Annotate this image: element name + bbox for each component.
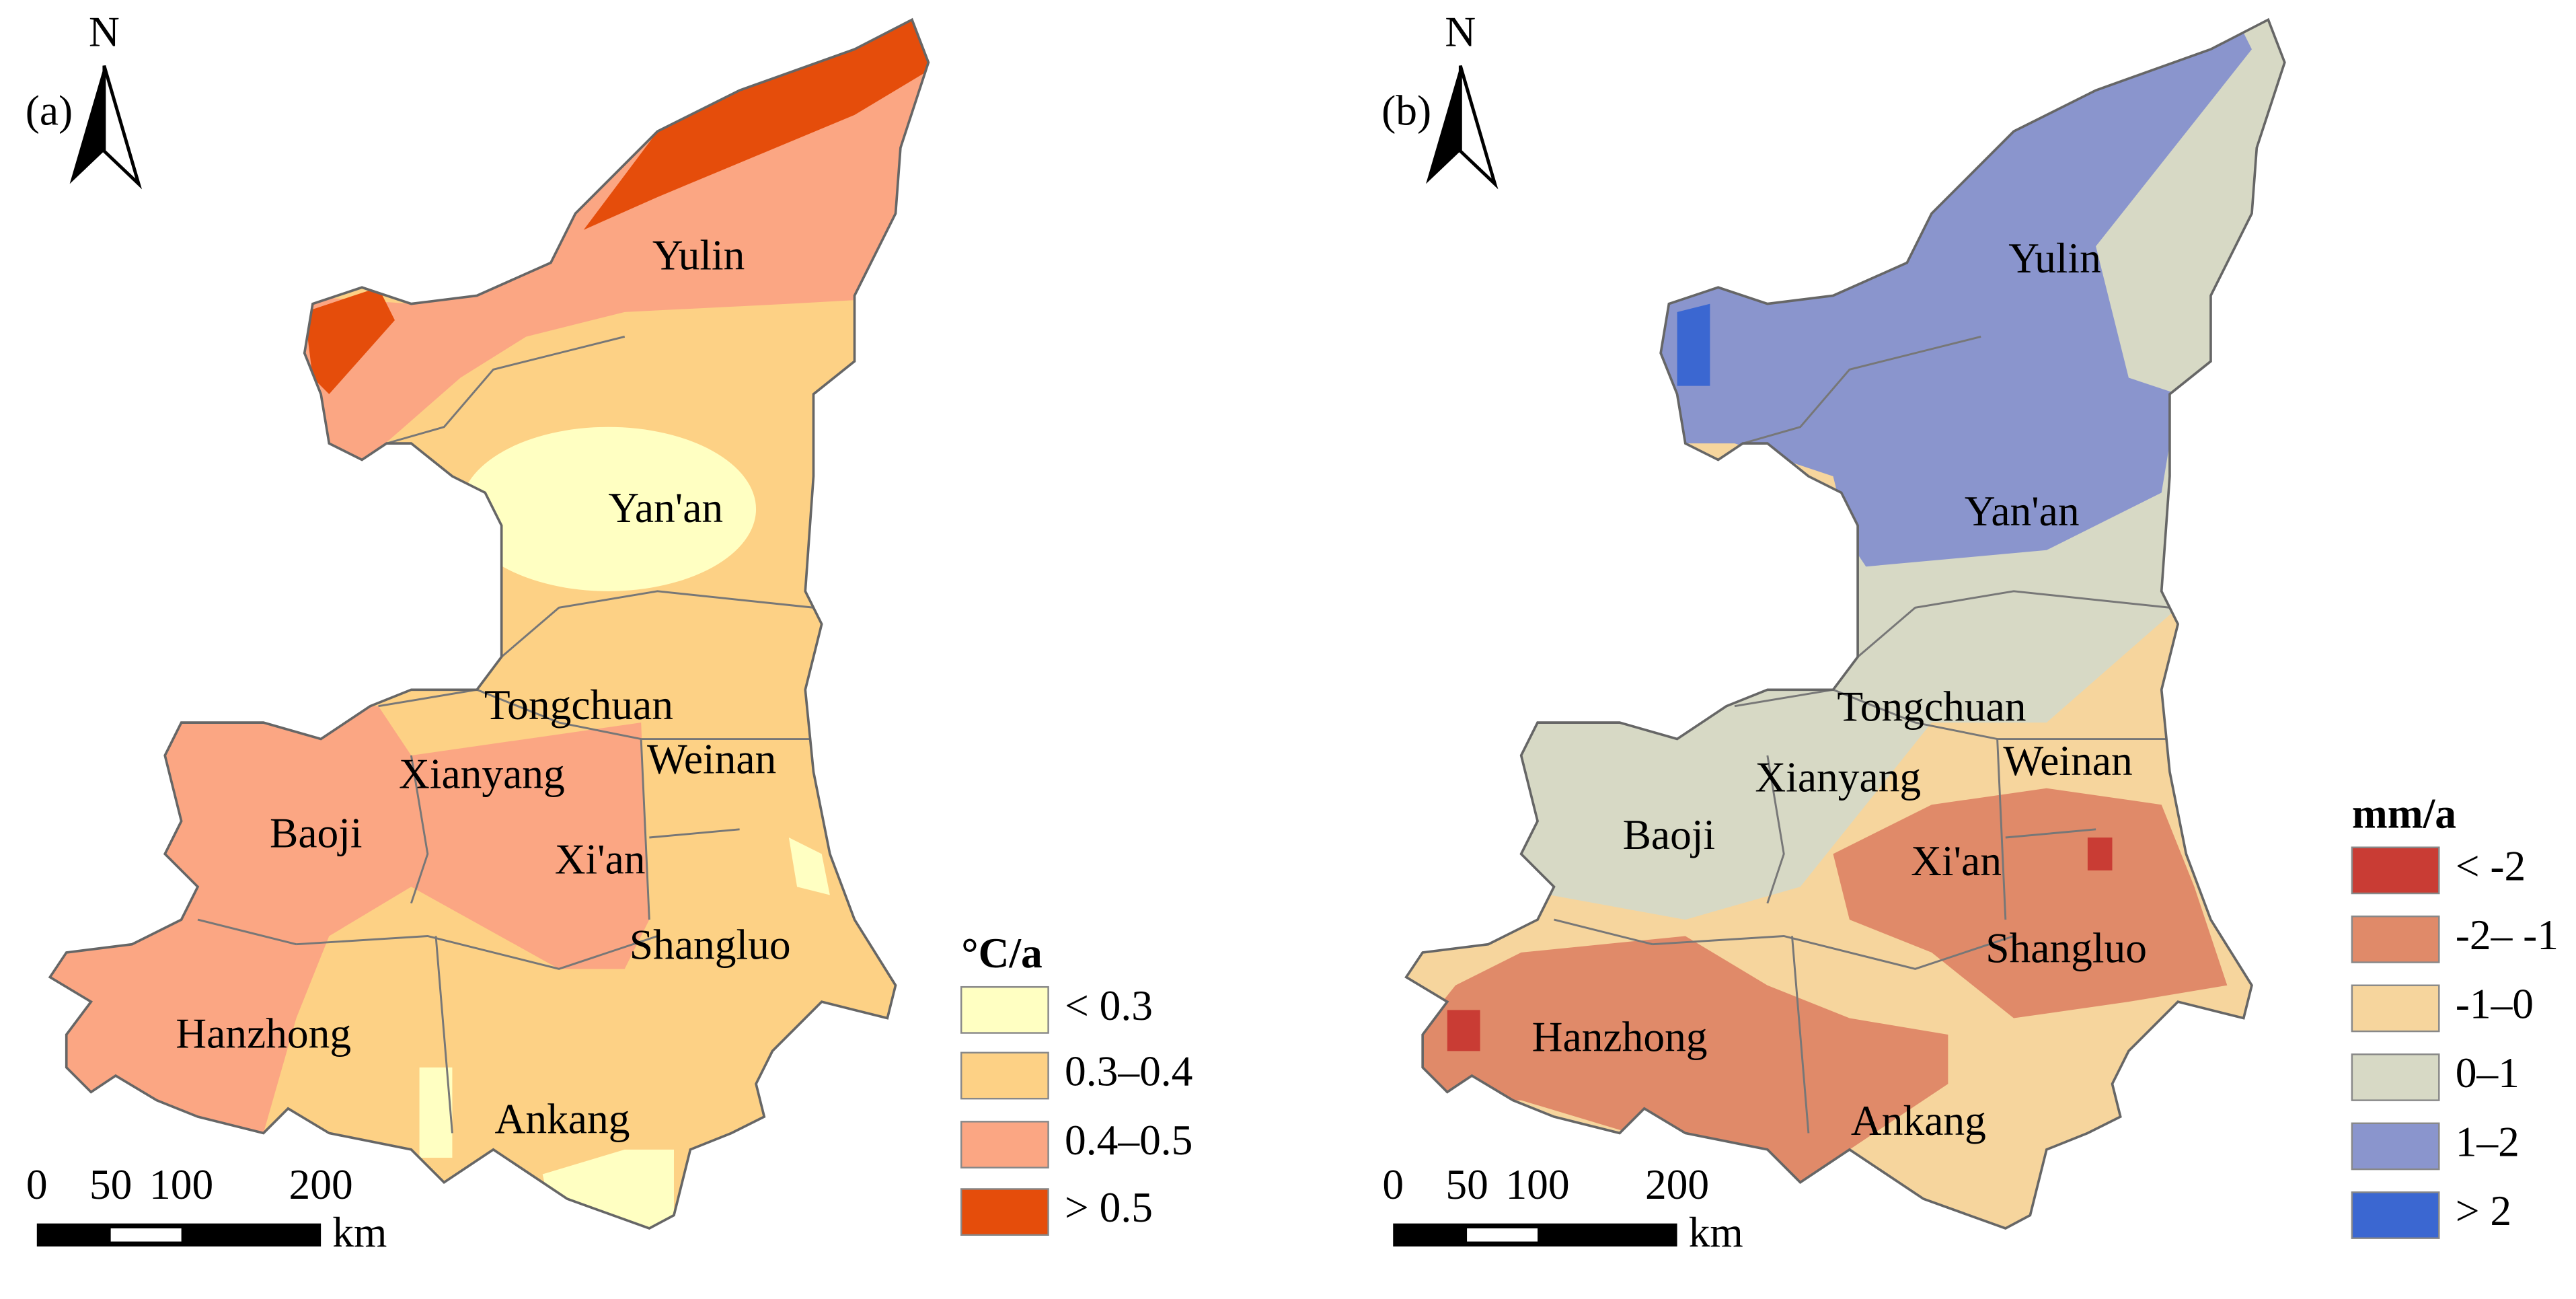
legend-swatch (2351, 1053, 2440, 1101)
zone (304, 287, 395, 394)
legend-label: 0.4–0.5 (1065, 1116, 1192, 1164)
scale-label: 0 (26, 1160, 48, 1208)
zone (583, 20, 929, 230)
map-panel: (b) N Yulin Yan'an Tongchuan Weinan Xianyang Ba… (1381, 7, 2559, 1256)
city-label: Weinan (647, 735, 776, 783)
legend-swatch (960, 1121, 1049, 1168)
city-label: Shangluo (1985, 924, 2147, 971)
scale-label: 200 (1645, 1160, 1709, 1208)
city-label: Yulin (2008, 234, 2101, 282)
legend-swatch (2351, 915, 2440, 963)
outline (1404, 17, 2286, 1230)
boundary (197, 336, 822, 1134)
scale-label: 0 (1382, 1160, 1404, 1208)
legend-label: -1–0 (2456, 979, 2534, 1027)
scale-label: 50 (89, 1160, 132, 1208)
city-label: Hanzhong (1532, 1012, 1708, 1060)
city-label: Xi'an (555, 836, 646, 883)
city-label: Ankang (495, 1094, 630, 1142)
city-label: Tongchuan (484, 681, 673, 729)
map-panel: (a) N Yulin Yan'an Tongchuan Weinan Xianyang Ba… (26, 7, 1193, 1256)
zone (1447, 1010, 1480, 1051)
scale-bar (1467, 1228, 1538, 1242)
zone (1406, 936, 1948, 1183)
city-label: Weinan (2003, 737, 2132, 784)
legend-label: < -2 (2456, 842, 2526, 889)
legend-label: > 2 (2456, 1187, 2511, 1234)
city-label: Ankang (1851, 1097, 1986, 1144)
city-label: Tongchuan (1837, 683, 2026, 731)
panel-label: (a) (26, 86, 73, 134)
city-label: Yulin (652, 231, 745, 279)
zone (1833, 788, 2228, 1018)
legend-swatch (960, 986, 1049, 1034)
city-label: Shangluo (630, 921, 791, 969)
city-label: Baoji (270, 809, 363, 857)
legend-swatch (960, 1188, 1049, 1236)
city-label: Yan'an (1965, 487, 2080, 535)
north-arrow (1426, 65, 1461, 184)
legend-label: 0–1 (2456, 1049, 2520, 1097)
scale-label: 100 (1505, 1160, 1569, 1208)
legend-swatch (2351, 1122, 2440, 1171)
zone (1677, 303, 1710, 386)
legend-label: > 0.5 (1065, 1183, 1153, 1231)
city-label: Xi'an (1911, 837, 2002, 885)
legend-label: 1–2 (2456, 1118, 2520, 1166)
city-label: Hanzhong (176, 1009, 351, 1057)
city-label: Xianyang (399, 750, 565, 798)
zone (788, 838, 830, 895)
legend-swatch (2351, 846, 2440, 895)
north-label: N (1445, 7, 1476, 55)
panel-label: (b) (1381, 86, 1431, 134)
legend-title: °C/a (961, 929, 1043, 977)
legend-label: < 0.3 (1065, 981, 1153, 1029)
zone (419, 1067, 453, 1158)
outline (48, 17, 930, 1230)
boundary (1554, 336, 2179, 1134)
region-map (1406, 20, 2285, 1229)
legend-swatch (2351, 1191, 2440, 1239)
city-label: Xianyang (1755, 753, 1921, 801)
legend-label: 0.3–0.4 (1065, 1047, 1192, 1095)
legend-label: -2– -1 (2456, 911, 2559, 959)
scale-label: 200 (289, 1160, 353, 1208)
city-label: Baoji (1623, 811, 1716, 858)
north-arrow (1458, 65, 1499, 190)
north-label: N (89, 7, 120, 55)
legend-swatch (960, 1051, 1049, 1100)
scale-unit: km (1689, 1208, 1743, 1256)
zone (460, 426, 757, 591)
legend-swatch (2351, 984, 2440, 1033)
north-arrow (69, 65, 104, 184)
scale-unit: km (332, 1208, 387, 1256)
region-map (50, 20, 929, 1229)
city-label: Yan'an (608, 484, 723, 531)
scale-label: 50 (1445, 1160, 1488, 1208)
zone (2087, 838, 2113, 870)
scale-label: 100 (149, 1160, 213, 1208)
scale-bar (110, 1228, 182, 1242)
north-arrow (102, 65, 143, 190)
legend-title: mm/a (2352, 789, 2456, 837)
